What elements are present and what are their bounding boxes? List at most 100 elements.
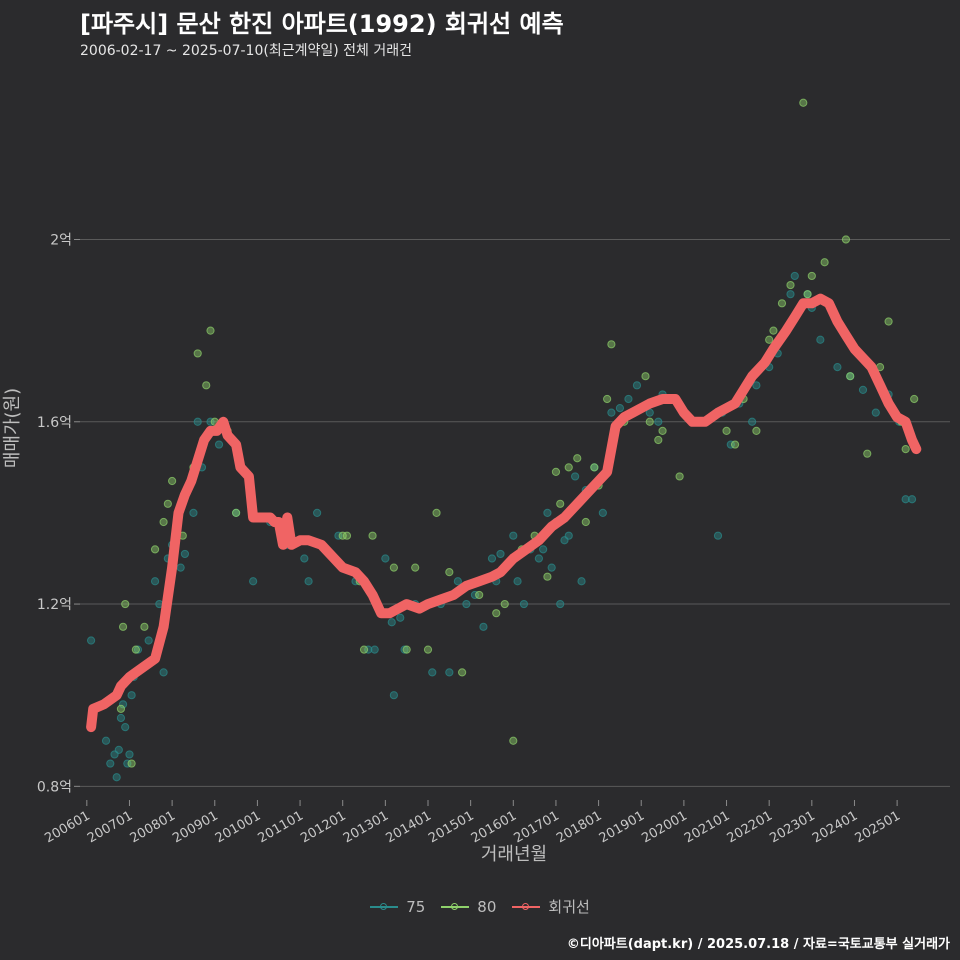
scatter-point-75: [632, 381, 642, 390]
legend-label-regression: 회귀선: [548, 898, 590, 916]
scatter-point-80: [901, 445, 910, 454]
scatter-point-75: [748, 417, 757, 426]
scatter-point-75: [101, 736, 111, 745]
scatter-point-80: [475, 590, 484, 600]
scatter-point-75: [387, 618, 396, 627]
scatter-point-75: [453, 577, 462, 586]
scatter-point-75: [654, 417, 663, 426]
y-axis-label: 매매가(원): [2, 388, 23, 468]
scatter-point-80: [556, 499, 565, 508]
scatter-point-75: [470, 590, 480, 600]
scatter-point-80: [445, 568, 454, 577]
legend-item-regression: 회귀선: [512, 896, 590, 917]
scatter-point-80: [359, 645, 369, 654]
scatter-point-75: [833, 362, 842, 372]
scatter-point-75: [400, 645, 409, 654]
x-tick-label: 201301: [341, 808, 391, 846]
scatter-point-80: [492, 609, 501, 618]
scatter-point-75: [370, 645, 379, 654]
scatter-point-75: [871, 408, 880, 417]
legend-item-80: 80: [441, 896, 496, 917]
scatter-point-75: [389, 691, 398, 700]
legend-label-75: 75: [406, 897, 426, 916]
scatter-point-80: [730, 440, 740, 449]
y-tick-label: 1.2억: [37, 597, 72, 613]
scatter-point-75: [304, 577, 313, 586]
scatter-point-80: [590, 463, 599, 472]
scatter-point-75: [513, 577, 522, 586]
x-tick-label: 200801: [128, 808, 178, 846]
scatter-point-80: [846, 372, 855, 381]
scatter-point-80: [342, 531, 352, 540]
regression-line: [86, 293, 922, 733]
scatter-points: [86, 98, 919, 782]
chart-subtitle: 2006-02-17 ~ 2025-07-10(최근계약일) 전체 거래건: [80, 43, 412, 59]
scatter-point-80: [769, 326, 778, 335]
regression-line-group: [86, 293, 922, 733]
scatter-point-75: [189, 508, 198, 518]
scatter-point-75: [206, 417, 215, 426]
chart-title: [파주시] 문산 한진 아파트(1992) 회귀선 예측: [80, 10, 564, 38]
x-tick-label: 200901: [170, 808, 220, 846]
scatter-point-75: [116, 713, 126, 723]
x-tick-label: 200701: [85, 808, 135, 846]
scatter-point-80: [193, 349, 202, 358]
source-caption: ©디아파트(dapt.kr) / 2025.07.18 / 자료=국토교통부 실…: [566, 937, 950, 952]
x-tick-label: 201901: [597, 808, 647, 846]
scatter-point-80: [168, 476, 177, 486]
scatter-point-80: [411, 563, 420, 572]
scatter-point-75: [112, 773, 121, 782]
x-tick-label: 201401: [384, 808, 434, 846]
x-axis-label: 거래년월: [481, 844, 547, 865]
scatter-point-75: [907, 495, 917, 504]
scatter-point-80: [573, 454, 582, 463]
scatter-point-80: [402, 645, 411, 654]
scatter-point-80: [675, 472, 684, 481]
scatter-point-75: [577, 577, 586, 586]
scatter-point-80: [127, 759, 136, 768]
scatter-point-75: [624, 394, 633, 404]
scatter-point-80: [799, 98, 808, 107]
scatter-point-75: [313, 508, 322, 518]
scatter-point-80: [807, 271, 816, 281]
scatter-point-75: [144, 636, 153, 645]
scatter-point-80: [803, 290, 812, 299]
scatter-point-80: [202, 381, 211, 390]
gridlines: [74, 238, 950, 787]
scatter-point-80: [603, 394, 612, 404]
scatter-point-75: [121, 722, 130, 732]
scatter-point-75: [816, 335, 825, 344]
scatter-point-80: [131, 645, 140, 654]
scatter-point-75: [176, 563, 185, 572]
legend-key-75: [370, 901, 399, 913]
x-tick-label: 201001: [213, 808, 263, 846]
scatter-point-75: [133, 645, 143, 654]
scatter-point-80: [116, 704, 126, 713]
scatter-point-75: [615, 404, 625, 413]
scatter-point-80: [121, 599, 130, 609]
x-tick-label: 201201: [298, 808, 348, 846]
scatter-point-80: [368, 531, 377, 540]
scatter-point-80: [910, 394, 919, 404]
scatter-point-75: [858, 385, 868, 394]
scatter-point-75: [114, 745, 123, 754]
scatter-point-75: [543, 508, 552, 518]
legend-key-regression: [512, 901, 541, 913]
x-tick-label: 202401: [810, 808, 860, 846]
scatter-point-80: [722, 426, 731, 435]
scatter-point-80: [543, 572, 552, 581]
scatter-point-80: [654, 435, 663, 445]
scatter-point-80: [581, 517, 590, 527]
scatter-point-75: [364, 645, 373, 654]
scatter-point-75: [713, 531, 723, 540]
x-tick-label: 201701: [511, 808, 561, 846]
scatter-point-80: [163, 499, 172, 508]
y-tick-labels: 0.8억 1.2억 1.6억 2억: [37, 232, 72, 795]
x-tick-label: 202501: [853, 808, 903, 846]
x-tick-label: 200601: [42, 808, 92, 846]
scatter-point-80: [389, 563, 398, 572]
scatter-point-80: [423, 645, 433, 654]
scatter-point-80: [607, 340, 616, 349]
scatter-point-75: [556, 599, 565, 609]
scatter-point-75: [534, 554, 543, 563]
